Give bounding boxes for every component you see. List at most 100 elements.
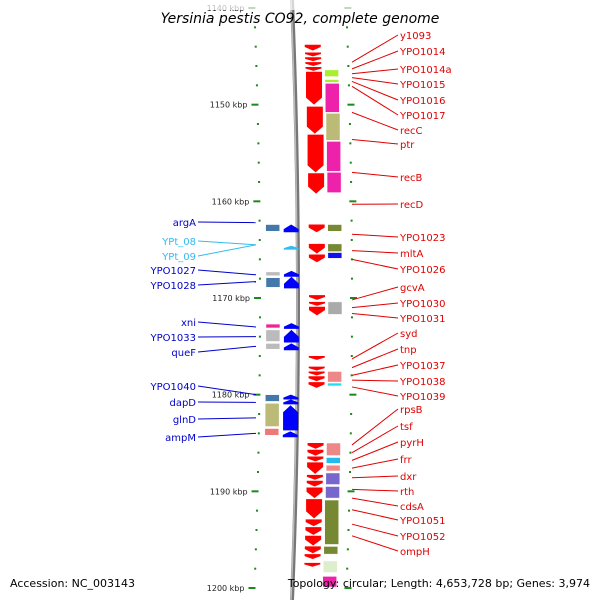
- major-tick-right: [349, 393, 357, 396]
- function-block-right: [325, 83, 340, 113]
- top-fade: [0, 0, 600, 10]
- gene-leader-line-right: [351, 386, 399, 397]
- function-block-left: [265, 277, 281, 288]
- function-block-right: [325, 486, 340, 499]
- forward-gene-arrow: [283, 405, 299, 431]
- gene-label-ypo1033: YPO1033: [150, 333, 196, 344]
- major-tick-left: [253, 297, 261, 299]
- minor-tick-left: [258, 277, 261, 280]
- function-blocks: [264, 69, 343, 588]
- reverse-gene-arrow: [306, 480, 323, 487]
- function-block-right: [325, 472, 341, 485]
- minor-tick-right: [350, 316, 353, 319]
- major-tick-left: [248, 587, 256, 589]
- gene-label-ypo1017: YPO1017: [399, 111, 445, 122]
- tick-label: 1150 kbp: [210, 101, 248, 110]
- reverse-gene-arrow: [307, 449, 324, 456]
- gene-label-ptr: ptr: [400, 140, 415, 151]
- reverse-gene-arrow: [306, 474, 323, 480]
- gene-label-rth: rth: [400, 487, 414, 498]
- gene-label-ypo1014: YPO1014: [399, 47, 445, 58]
- minor-tick-left: [257, 432, 260, 435]
- gene-leader-line-left: [197, 417, 257, 420]
- minor-tick-left: [256, 509, 259, 512]
- gene-label-ypo1039: YPO1039: [399, 392, 445, 403]
- gene-leader-line-left: [197, 244, 257, 257]
- reverse-gene-arrow: [308, 356, 325, 360]
- gene-label-omph: ompH: [400, 547, 430, 558]
- minor-tick-right: [350, 219, 353, 222]
- gene-leader-line-right: [351, 250, 399, 254]
- gene-leader-line-right: [351, 233, 399, 238]
- gene-leader-line-right: [351, 111, 399, 131]
- forward-gene-arrow: [283, 270, 299, 277]
- gene-label-ypo1023: YPO1023: [399, 233, 445, 244]
- genome-backbone-highlight: [290, 0, 298, 600]
- gene-leader-line-right: [351, 332, 399, 360]
- minor-tick-right: [348, 123, 351, 125]
- gene-label-quef: queF: [171, 348, 196, 359]
- major-tick-right: [349, 297, 357, 299]
- gene-label-ypt_08: YPt_08: [161, 237, 196, 248]
- function-block-left: [265, 323, 281, 329]
- forward-gene-arrow: [283, 224, 299, 233]
- gene-leader-line-right: [351, 535, 399, 552]
- gene-label-ypo1030: YPO1030: [399, 299, 445, 310]
- gene-leader-line-right: [351, 348, 399, 369]
- accession-text: Accession: NC_003143: [10, 577, 135, 590]
- map-title: Yersinia pestis CO92, complete genome: [161, 11, 440, 27]
- gene-label-ypo1027: YPO1027: [150, 266, 196, 277]
- major-tick-left: [251, 490, 259, 493]
- minor-tick-left: [255, 529, 258, 531]
- function-block-right: [325, 113, 341, 141]
- reverse-gene-arrow: [308, 371, 325, 376]
- minor-tick-right: [350, 277, 353, 280]
- gene-label-recd: recD: [400, 200, 424, 211]
- minor-tick-right: [346, 45, 349, 48]
- minor-tick-right: [349, 142, 352, 145]
- tick-label: 1200 kbp: [207, 584, 245, 593]
- gene-leader-line-right: [351, 81, 399, 101]
- gene-label-mlta: mltA: [400, 249, 423, 260]
- tick-label: 1180 kbp: [212, 391, 250, 400]
- major-tick-left: [253, 393, 261, 396]
- gene-leader-line-right: [351, 85, 399, 116]
- tick-label: 1160 kbp: [212, 197, 250, 206]
- function-block-right: [327, 382, 342, 387]
- gene-leader-line-right: [351, 379, 399, 382]
- reverse-gene-arrow: [307, 443, 324, 449]
- genome-summary-text: Topology: circular; Length: 4,653,728 bp…: [287, 577, 590, 590]
- reverse-gene-arrow: [306, 106, 323, 134]
- minor-tick-right: [346, 548, 349, 551]
- major-tick-left: [253, 200, 261, 203]
- gene-label-ypo1031: YPO1031: [399, 314, 445, 325]
- gene-label-ypo1015: YPO1015: [399, 80, 445, 91]
- function-block-right: [327, 301, 343, 315]
- forward-gene-arrow: [283, 399, 299, 405]
- major-tick-right: [347, 490, 355, 493]
- gene-label-ypo1028: YPO1028: [150, 281, 196, 292]
- gene-label-ypo1016: YPO1016: [399, 96, 445, 107]
- reverse-gene-arrow: [307, 456, 324, 462]
- function-block-right: [322, 560, 338, 573]
- reverse-gene-arrow: [304, 546, 321, 554]
- reverse-gene-arrow: [308, 224, 325, 233]
- reverse-gene-arrow: [308, 306, 325, 316]
- gene-leader-line-right: [351, 408, 399, 446]
- reverse-gene-arrow: [307, 462, 324, 474]
- reverse-gene-arrow: [308, 382, 325, 388]
- gene-leader-line-right: [351, 523, 399, 537]
- gene-label-ypo1026: YPO1026: [399, 265, 445, 276]
- reverse-gene-arrow: [308, 173, 325, 194]
- function-block-left: [265, 394, 280, 402]
- minor-tick-right: [349, 161, 352, 164]
- reverse-gene-arrow: [308, 366, 325, 371]
- minor-tick-right: [350, 239, 353, 241]
- gene-label-y1093: y1093: [400, 31, 431, 42]
- minor-tick-left: [258, 413, 261, 415]
- gene-label-recc: recC: [400, 126, 423, 137]
- gene-leader-line-right: [351, 509, 399, 521]
- reverse-gene-arrow: [305, 535, 322, 546]
